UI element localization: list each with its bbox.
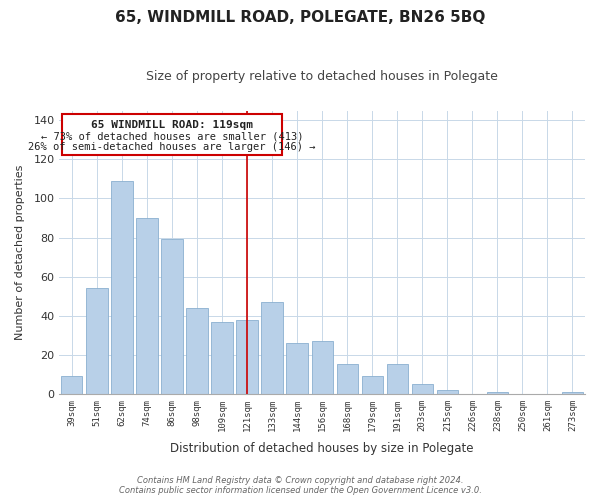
Bar [562, 392, 583, 394]
Title: Size of property relative to detached houses in Polegate: Size of property relative to detached ho… [146, 70, 498, 83]
Bar [487, 392, 508, 394]
Bar [386, 364, 408, 394]
Bar [236, 320, 258, 394]
Bar [262, 302, 283, 394]
FancyBboxPatch shape [62, 114, 282, 156]
Bar [412, 384, 433, 394]
Bar [311, 341, 333, 394]
Bar [187, 308, 208, 394]
Bar [286, 343, 308, 394]
Text: 65, WINDMILL ROAD, POLEGATE, BN26 5BQ: 65, WINDMILL ROAD, POLEGATE, BN26 5BQ [115, 10, 485, 25]
Bar [211, 322, 233, 394]
X-axis label: Distribution of detached houses by size in Polegate: Distribution of detached houses by size … [170, 442, 474, 455]
Text: 65 WINDMILL ROAD: 119sqm: 65 WINDMILL ROAD: 119sqm [91, 120, 253, 130]
Bar [362, 376, 383, 394]
Bar [136, 218, 158, 394]
Bar [161, 240, 182, 394]
Y-axis label: Number of detached properties: Number of detached properties [15, 164, 25, 340]
Text: ← 73% of detached houses are smaller (413): ← 73% of detached houses are smaller (41… [41, 131, 303, 141]
Bar [337, 364, 358, 394]
Bar [61, 376, 82, 394]
Bar [86, 288, 107, 394]
Bar [111, 181, 133, 394]
Text: 26% of semi-detached houses are larger (146) →: 26% of semi-detached houses are larger (… [28, 142, 316, 152]
Text: Contains HM Land Registry data © Crown copyright and database right 2024.
Contai: Contains HM Land Registry data © Crown c… [119, 476, 481, 495]
Bar [437, 390, 458, 394]
